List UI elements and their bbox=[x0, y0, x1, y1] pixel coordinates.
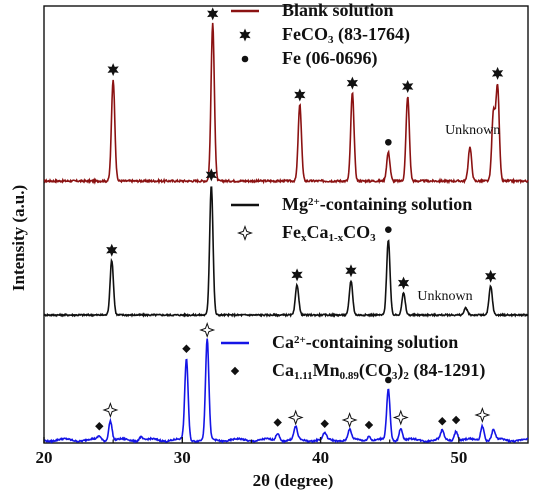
peak-marker-dot bbox=[385, 226, 392, 233]
peak-marker-openstar bbox=[102, 401, 119, 419]
peak-marker-diamond bbox=[438, 417, 447, 426]
x-tick-label: 40 bbox=[312, 448, 329, 467]
peak-marker-star bbox=[346, 76, 359, 90]
peak-marker-openstar bbox=[199, 321, 216, 339]
series-line bbox=[43, 186, 529, 319]
peak-marker-star bbox=[106, 243, 118, 257]
x-tick-label: 30 bbox=[174, 448, 191, 467]
peak-marker-star bbox=[491, 66, 504, 80]
legend-symbol-diamond bbox=[230, 366, 240, 376]
x-tick-label: 50 bbox=[450, 448, 467, 467]
legend-label: Ca1.11Mn0.89(CO3)2 (84-1291) bbox=[272, 360, 485, 382]
peak-marker-star bbox=[402, 80, 414, 93]
peak-marker-star bbox=[207, 7, 219, 21]
x-axis-title: 2θ (degree) bbox=[253, 471, 334, 490]
legend-label: Mg2+-containing solution bbox=[282, 194, 472, 214]
legend-label: FeCO3 (83-1764) bbox=[282, 24, 410, 46]
peak-marker-dot bbox=[385, 376, 392, 384]
legend-label: Fe (06-0696) bbox=[282, 48, 377, 69]
legend-symbol-star bbox=[239, 28, 251, 42]
peak-marker-openstar bbox=[287, 409, 304, 426]
unknown-peak-label: Unknown bbox=[445, 123, 500, 138]
legend-symbol-openstar bbox=[237, 225, 253, 241]
series-line bbox=[43, 22, 529, 185]
y-axis-title: Intensity (a.u.) bbox=[9, 185, 28, 291]
plot-frame-group bbox=[43, 5, 529, 444]
x-tick-label: 20 bbox=[36, 448, 53, 467]
peak-marker-diamond bbox=[364, 420, 374, 430]
peak-marker-diamond bbox=[95, 422, 104, 431]
legend-label: FexCa1-xCO3 bbox=[282, 222, 376, 244]
unknown-peak-label: Unknown bbox=[417, 289, 472, 304]
peak-marker-star bbox=[107, 63, 119, 77]
peak-marker-star bbox=[205, 168, 217, 182]
peak-markers: Unknown Unknown bbox=[95, 7, 504, 431]
peak-marker-star bbox=[397, 276, 410, 290]
peak-marker-diamond bbox=[451, 415, 461, 425]
peak-marker-dot bbox=[385, 138, 392, 146]
legend-symbol-dot bbox=[241, 55, 249, 63]
legend-label: Ca2+-containing solution bbox=[272, 332, 458, 352]
peak-marker-star bbox=[485, 269, 497, 283]
peak-marker-star bbox=[294, 88, 306, 102]
peak-marker-diamond bbox=[320, 419, 329, 428]
peak-marker-star bbox=[345, 264, 357, 278]
peak-marker-openstar bbox=[474, 406, 491, 424]
peak-marker-openstar bbox=[341, 412, 358, 428]
legends: Blank solution FeCO3 (83-1764)Fe (06-0696… bbox=[221, 0, 485, 382]
peak-marker-diamond bbox=[182, 344, 191, 353]
peak-marker-openstar bbox=[392, 409, 409, 426]
legend-label: Blank solution bbox=[282, 0, 394, 20]
diffraction-curves bbox=[43, 22, 529, 444]
peak-marker-diamond bbox=[273, 418, 282, 427]
plot-frame bbox=[43, 5, 529, 444]
axes: 2θ (degree) Intensity (a.u.) 20 30 40 50 bbox=[9, 185, 467, 490]
peak-marker-star bbox=[291, 268, 303, 282]
series-line bbox=[43, 338, 529, 444]
